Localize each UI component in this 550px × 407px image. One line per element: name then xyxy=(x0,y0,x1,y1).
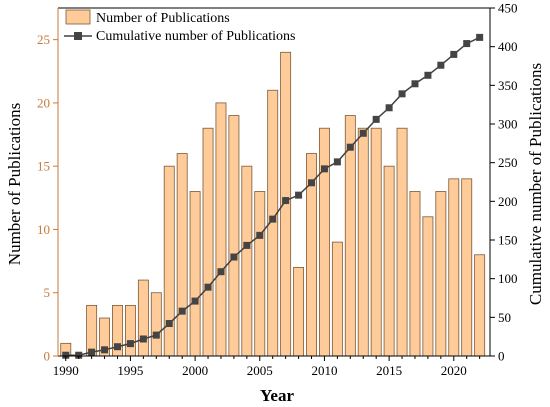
bar xyxy=(280,51,292,357)
bar xyxy=(189,191,201,357)
cumulative-point xyxy=(256,231,264,239)
cumulative-point xyxy=(62,351,70,359)
cumulative-point xyxy=(204,283,212,291)
bar xyxy=(474,254,486,357)
y-axis-title: Number of Publications xyxy=(5,103,24,265)
bar xyxy=(331,241,343,357)
cumulative-point xyxy=(269,215,277,223)
bar xyxy=(215,102,227,357)
legend: Number of Publications Cumulative number… xyxy=(64,9,295,44)
y-tick-label: 20 xyxy=(37,95,50,110)
bar xyxy=(383,165,395,357)
legend-line-marker xyxy=(74,32,82,40)
y2-tick-label: 150 xyxy=(498,233,518,248)
cumulative-point xyxy=(113,343,121,351)
cumulative-point xyxy=(139,335,147,343)
y2-tick-label: 50 xyxy=(498,310,511,325)
x-tick-label: 2005 xyxy=(247,363,273,378)
cumulative-point xyxy=(385,104,393,112)
y-tick-label: 5 xyxy=(44,285,51,300)
bar xyxy=(86,304,98,357)
cumulative-point xyxy=(437,61,445,69)
cumulative-point xyxy=(75,351,83,359)
bar xyxy=(176,153,188,357)
cumulative-point xyxy=(411,80,419,88)
legend-bar-swatch xyxy=(65,9,91,25)
bar xyxy=(150,292,162,357)
y2-tick-label: 250 xyxy=(498,155,518,170)
y2-tick-label: 400 xyxy=(498,39,518,54)
cumulative-point xyxy=(126,340,134,348)
bar xyxy=(228,115,240,357)
legend-line-label: Cumulative number of Publications xyxy=(96,29,295,44)
cumulative-line-series xyxy=(62,33,484,359)
cumulative-point xyxy=(230,253,238,261)
bar xyxy=(124,304,136,357)
bar xyxy=(461,178,473,357)
cumulative-point xyxy=(282,197,290,205)
bar xyxy=(293,267,305,357)
cumulative-point xyxy=(398,90,406,98)
cumulative-point xyxy=(178,307,186,315)
bar xyxy=(370,127,382,357)
bar xyxy=(241,165,253,357)
y2-axis-title: Cumulative number of Publications xyxy=(526,63,545,305)
cumulative-point xyxy=(333,158,341,166)
cumulative-point xyxy=(101,346,109,354)
x-tick-label: 1995 xyxy=(117,363,143,378)
y2-tick-label: 350 xyxy=(498,78,518,93)
cumulative-point xyxy=(320,165,328,173)
bar xyxy=(318,127,330,357)
y2-tick-label: 450 xyxy=(498,1,518,16)
cumulative-point xyxy=(295,191,303,199)
cumulative-point xyxy=(308,179,316,187)
cumulative-point xyxy=(476,33,484,41)
bar xyxy=(202,127,214,357)
cumulative-point xyxy=(152,331,160,339)
cumulative-point xyxy=(463,40,471,48)
y2-tick-label: 0 xyxy=(498,349,505,364)
cumulative-point xyxy=(165,320,173,328)
bar xyxy=(357,127,369,357)
cumulative-point xyxy=(191,297,199,305)
bar xyxy=(422,216,434,357)
cumulative-point xyxy=(217,268,225,276)
cumulative-point xyxy=(346,143,354,151)
x-tick-label: 2020 xyxy=(441,363,467,378)
x-tick-label: 2010 xyxy=(311,363,337,378)
bar xyxy=(396,127,408,357)
bar xyxy=(448,178,460,357)
bar-series xyxy=(60,51,486,357)
bar xyxy=(409,191,421,357)
y-tick-label: 10 xyxy=(37,222,50,237)
legend-bar-label: Number of Publications xyxy=(96,11,230,26)
y-tick-label: 15 xyxy=(37,159,50,174)
y-tick-label: 0 xyxy=(44,349,51,364)
bar xyxy=(435,191,447,357)
y-tick-label: 25 xyxy=(37,32,50,47)
x-tick-label: 1990 xyxy=(53,363,79,378)
x-tick-label: 2015 xyxy=(376,363,402,378)
cumulative-point xyxy=(450,50,458,58)
y2-tick-label: 100 xyxy=(498,271,518,286)
cumulative-point xyxy=(88,348,96,356)
cumulative-point xyxy=(359,129,367,137)
axes: 1990 1995 2000 2005 2010 2015 2020051015202505… xyxy=(37,1,518,379)
x-axis-title: Year xyxy=(260,386,294,405)
x-tick-label: 2000 xyxy=(182,363,208,378)
cumulative-point xyxy=(424,71,432,79)
bar xyxy=(254,191,266,357)
cumulative-point xyxy=(243,241,251,249)
y2-tick-label: 200 xyxy=(498,194,518,209)
bar xyxy=(137,279,149,357)
y2-tick-label: 300 xyxy=(498,117,518,132)
cumulative-point xyxy=(372,115,380,123)
